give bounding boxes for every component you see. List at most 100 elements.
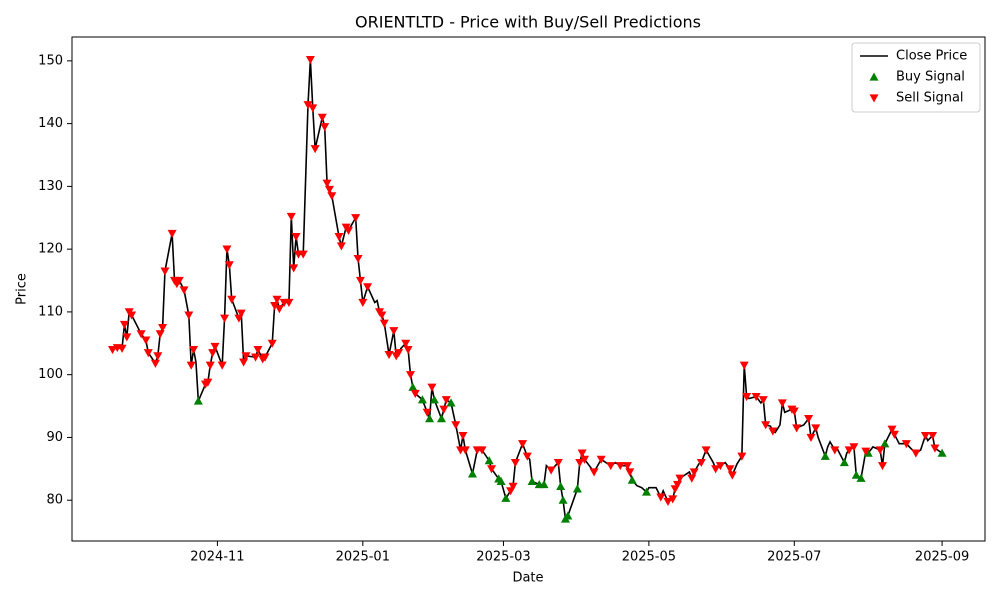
signal-marker	[401, 339, 411, 348]
chart-title: ORIENTLTD - Price with Buy/Sell Predicti…	[355, 13, 701, 32]
y-tick-label: 150	[38, 53, 63, 68]
signal-marker	[572, 484, 582, 493]
signal-marker	[241, 352, 251, 361]
signal-marker	[496, 476, 506, 485]
signal-marker	[510, 458, 520, 468]
signal-marker	[751, 393, 761, 402]
signal-marker	[267, 339, 277, 348]
plot-frame	[71, 36, 986, 542]
signal-marker	[119, 320, 129, 329]
signal-marker	[153, 352, 163, 361]
signal-marker	[344, 226, 354, 235]
signal-marker	[289, 264, 299, 273]
signal-marker	[849, 443, 859, 452]
signal-marker	[758, 396, 768, 405]
signal-marker	[203, 378, 213, 387]
signal-marker	[127, 311, 137, 320]
signal-marker	[546, 466, 556, 475]
signal-marker	[615, 462, 625, 471]
signal-marker	[160, 267, 170, 276]
signal-marker	[336, 242, 346, 251]
signal-marker	[715, 462, 725, 471]
signal-marker	[298, 250, 308, 259]
signal-marker	[558, 495, 568, 504]
signal-marker	[930, 444, 940, 453]
signal-marker	[622, 462, 632, 471]
signal-marker	[711, 465, 721, 474]
y-tick-label: 80	[46, 493, 63, 508]
signal-marker	[406, 371, 416, 380]
signal-marker	[627, 475, 637, 484]
signal-marker	[155, 330, 165, 339]
signal-marker	[358, 298, 368, 307]
signal-marker	[439, 405, 449, 414]
signal-marker	[589, 468, 599, 477]
signal-marker	[789, 407, 799, 416]
signal-marker	[563, 511, 573, 520]
y-axis-label: Price	[15, 273, 30, 305]
signal-marker	[205, 361, 215, 370]
signal-marker	[467, 469, 477, 478]
signal-marker	[403, 345, 413, 355]
legend-label: Close Price	[896, 49, 967, 64]
signal-marker	[696, 458, 706, 468]
signal-marker	[737, 452, 747, 461]
signal-marker	[742, 393, 752, 402]
signal-marker	[484, 456, 494, 465]
signal-marker	[861, 447, 871, 456]
signal-marker	[806, 433, 816, 442]
signal-marker	[553, 458, 563, 468]
signal-marker	[792, 424, 802, 433]
signal-marker	[727, 471, 737, 480]
y-tick-label: 100	[38, 367, 63, 382]
signal-marker	[324, 185, 334, 195]
signal-marker	[189, 345, 199, 355]
signal-marker	[606, 462, 616, 471]
signal-marker	[394, 349, 404, 358]
signal-marker	[880, 439, 890, 448]
signal-marker	[575, 458, 585, 468]
signal-marker	[689, 468, 699, 477]
signal-marker	[675, 474, 685, 483]
signal-marker	[158, 324, 168, 333]
legend-swatch	[869, 72, 879, 81]
signal-marker	[186, 361, 196, 370]
signal-marker	[518, 440, 528, 449]
legend-swatch	[869, 94, 879, 103]
signal-marker	[327, 192, 337, 201]
signal-marker	[422, 408, 432, 417]
signal-marker	[351, 214, 361, 223]
x-tick-label: 2025-03	[476, 550, 530, 565]
signal-marker	[384, 350, 394, 360]
signal-marker	[208, 349, 218, 358]
y-tick-label: 90	[46, 430, 63, 445]
signal-marker	[501, 493, 511, 502]
signal-marker	[920, 431, 930, 441]
signal-marker	[251, 353, 261, 362]
signal-marker	[477, 446, 487, 455]
signal-marker	[217, 361, 227, 370]
signal-marker	[220, 314, 230, 323]
signal-marker	[141, 336, 151, 345]
signal-marker	[508, 482, 518, 491]
signal-marker	[577, 449, 587, 458]
signal-marker	[179, 286, 189, 295]
signal-marker	[460, 446, 470, 455]
signal-marker	[408, 382, 418, 391]
signal-marker	[429, 395, 439, 404]
signal-marker	[887, 425, 897, 434]
signal-marker	[167, 229, 177, 238]
signal-marker	[210, 342, 220, 351]
signal-marker	[768, 427, 778, 436]
signal-marker	[272, 295, 282, 304]
signal-marker	[725, 465, 735, 474]
signal-marker	[143, 349, 153, 358]
signal-marker	[193, 396, 203, 405]
signal-marker	[355, 276, 365, 286]
signal-marker	[286, 212, 296, 222]
signal-marker	[150, 359, 160, 368]
legend-box	[851, 42, 981, 113]
x-tick-label: 2025-09	[915, 550, 969, 565]
signal-marker	[239, 358, 249, 367]
legend-label: Buy Signal	[896, 70, 965, 85]
